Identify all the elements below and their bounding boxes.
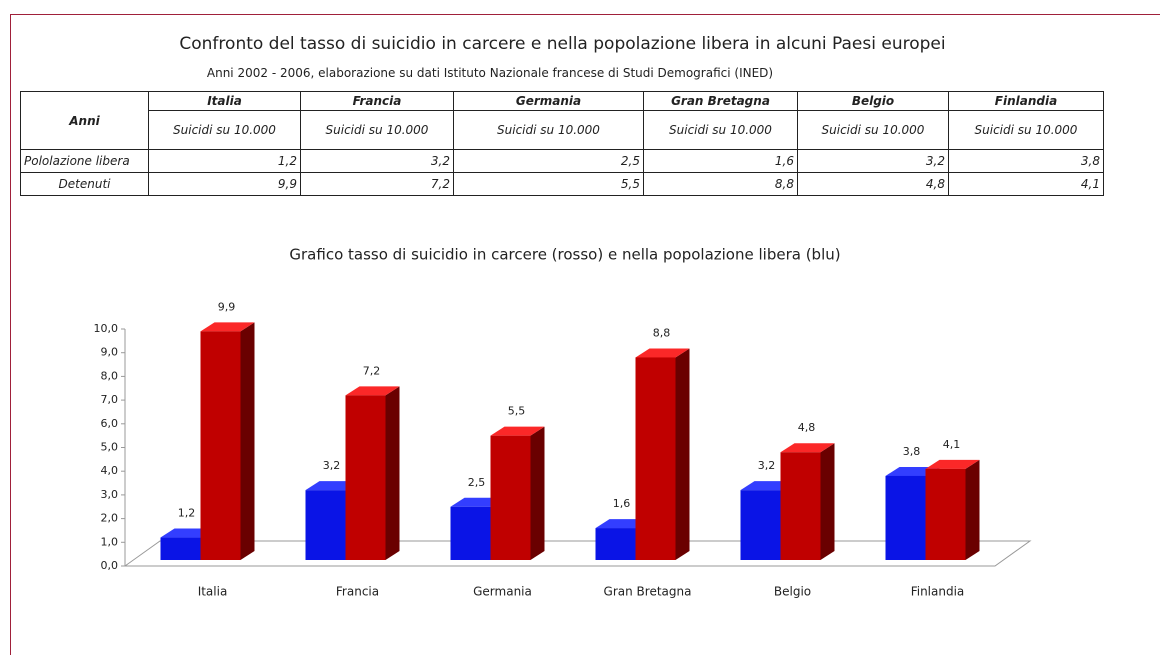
table-cell: 8,8 — [643, 172, 798, 196]
value-label: 4,8 — [798, 421, 816, 434]
value-label: 3,2 — [323, 459, 341, 472]
page: {"title": "Confronto del tasso di suicid… — [10, 14, 1160, 655]
y-tick-label: 4,0 — [101, 464, 119, 477]
table-row: Detenuti 9,9 7,2 5,5 8,8 4,8 4,1 — [20, 172, 1104, 196]
bar — [490, 426, 545, 560]
bar-front — [885, 475, 926, 560]
y-tick-label: 10,0 — [94, 322, 119, 335]
y-tick-label: 0,0 — [101, 559, 119, 572]
bar — [635, 348, 690, 560]
table-cell: 7,2 — [300, 172, 454, 196]
y-tick-label: 3,0 — [101, 488, 119, 501]
bar-side — [675, 348, 690, 560]
subtitle: Anni 2002 - 2006, elaborazione su dati I… — [206, 66, 774, 80]
table-cell: Suicidi su 10.000 — [948, 110, 1104, 150]
y-tick-label: 7,0 — [101, 393, 119, 406]
table-cell: 4,1 — [948, 172, 1104, 196]
y-tick-label: 1,0 — [101, 535, 119, 548]
table-row: Anni Italia Francia Germania Gran Bretagna Be… — [20, 91, 1104, 150]
table-cell: Detenuti — [20, 172, 149, 196]
bar-front — [305, 490, 346, 560]
bar-top — [490, 426, 545, 436]
y-tick-label: 5,0 — [101, 441, 119, 454]
bar — [925, 459, 980, 560]
bar-front — [200, 331, 241, 560]
value-label: 5,5 — [508, 405, 526, 418]
y-tick-label: 8,0 — [101, 369, 119, 382]
table-cell: 1,6 — [643, 149, 798, 173]
title: Confronto del tasso di suicidio in carce… — [179, 34, 946, 54]
bar-front — [925, 468, 966, 560]
bar-top — [925, 459, 980, 469]
bar-front — [345, 395, 386, 560]
table-row: Pololazione libera 1,2 3,2 2,5 1,6 3,2 3,8 — [20, 149, 1104, 173]
table-cell: 9,9 — [148, 172, 301, 196]
table-cell: Anni — [20, 91, 149, 150]
x-tick-label: Gran Bretagna — [604, 585, 692, 599]
bar-front — [450, 506, 491, 560]
x-tick-label: Finlandia — [911, 585, 965, 599]
bar-front — [490, 435, 531, 560]
y-tick-label: 6,0 — [101, 417, 119, 430]
chart: Grafico tasso di suicidio in carcere (ro… — [94, 246, 1032, 599]
value-label: 1,2 — [178, 507, 196, 520]
bar-side — [820, 443, 835, 560]
table-cell: Suicidi su 10.000 — [797, 110, 949, 150]
value-label: 9,9 — [218, 300, 236, 313]
bar-side — [530, 426, 545, 560]
bar-top — [200, 322, 255, 332]
bar-front — [595, 528, 636, 560]
table-cell: Finlandia — [948, 91, 1104, 111]
value-label: 2,5 — [468, 476, 486, 489]
y-tick-label: 2,0 — [101, 512, 119, 525]
bar-front — [740, 490, 781, 560]
bar — [200, 322, 255, 560]
value-label: 4,1 — [943, 438, 961, 451]
value-label: 1,6 — [613, 497, 631, 510]
value-label: 3,8 — [903, 445, 921, 458]
table-cell: Suicidi su 10.000 — [643, 110, 798, 150]
bar — [780, 443, 835, 560]
bar — [345, 386, 400, 560]
page-border — [10, 14, 1160, 655]
x-tick-label: Italia — [198, 585, 228, 599]
bar-side — [965, 459, 980, 560]
value-label: 3,2 — [758, 459, 776, 472]
bar-front — [780, 452, 821, 560]
chart-title: Grafico tasso di suicidio in carcere (ro… — [289, 246, 840, 264]
table-cell: 4,8 — [797, 172, 949, 196]
table-cell: Italia — [148, 91, 301, 111]
bar-front — [160, 537, 201, 560]
bar-top — [345, 386, 400, 396]
x-tick-label: Francia — [336, 585, 379, 599]
table-cell: 1,2 — [148, 149, 301, 173]
bar-side — [385, 386, 400, 560]
value-label: 8,8 — [653, 326, 671, 339]
bar-top — [635, 348, 690, 358]
bar-top — [780, 443, 835, 453]
data-table: Anni Italia Francia Germania Gran Bretagna Be… — [20, 91, 1104, 196]
x-tick-label: Germania — [473, 585, 532, 599]
y-tick-label: 9,0 — [101, 346, 119, 359]
bar-side — [240, 322, 255, 560]
x-tick-label: Belgio — [774, 585, 811, 599]
bar-front — [635, 357, 676, 560]
value-label: 7,2 — [363, 364, 381, 377]
table-cell: 5,5 — [453, 172, 644, 196]
table-cell: 3,2 — [797, 149, 949, 173]
